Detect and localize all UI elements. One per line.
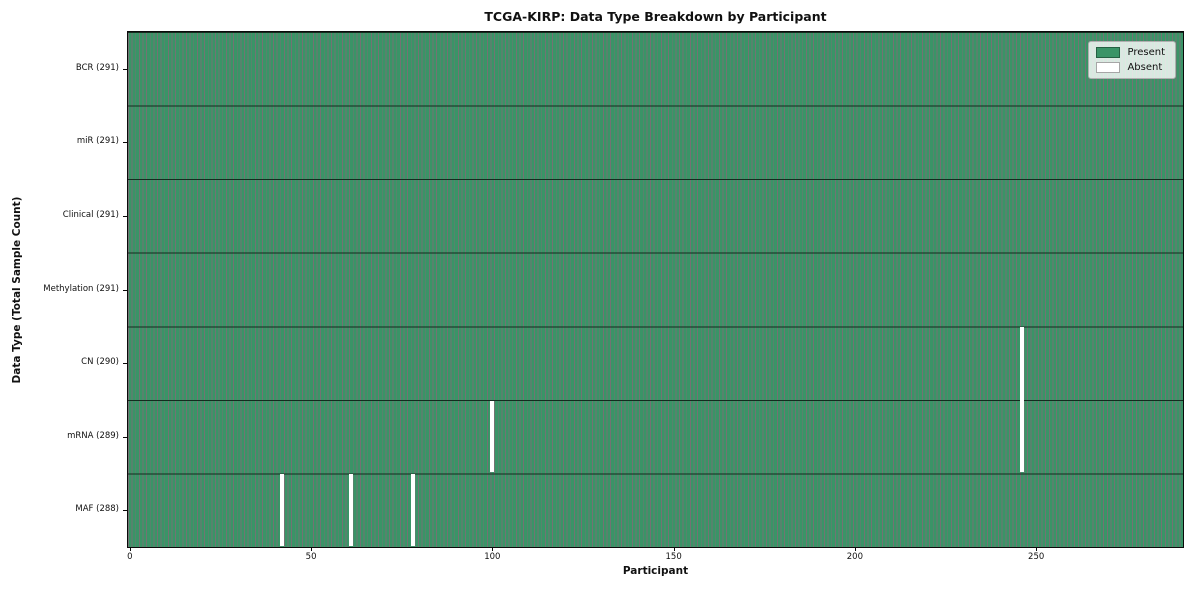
absent-bar-mRNA-100: [490, 400, 495, 473]
absent-bar-mRNA-246: [1019, 398, 1024, 473]
y-tick-label-miR: miR (291): [76, 136, 119, 147]
y-tick-label-BCR: BCR (291): [75, 62, 119, 73]
x-tick-mark-200: [854, 547, 856, 551]
y-tick-label-Clinical: Clinical (291): [62, 209, 119, 220]
absent-bar-CN-246: [1019, 327, 1024, 399]
y-tick-mark-Methylation: [123, 289, 128, 291]
legend-swatch-absent: [1096, 62, 1121, 73]
absent-bar-MAF-78: [410, 474, 415, 546]
chart-title: TCGA-KIRP: Data Type Breakdown by Partic…: [484, 9, 827, 24]
absent-bar-MAF-61: [348, 474, 353, 546]
x-tick-mark-150: [673, 547, 675, 551]
x-tick-label-200: 200: [846, 552, 863, 562]
y-tick-mark-Clinical: [123, 215, 128, 217]
x-tick-label-100: 100: [484, 552, 501, 562]
y-tick-mark-CN: [123, 363, 128, 365]
x-tick-label-0: 0: [127, 552, 133, 562]
x-tick-mark-50: [311, 547, 313, 551]
y-tick-mark-miR: [123, 142, 128, 144]
legend-item-absent: Absent: [1096, 62, 1165, 73]
plot-border: [127, 31, 1184, 548]
legend-swatch-present: [1096, 47, 1121, 58]
x-axis-label: Participant: [622, 565, 689, 577]
x-tick-label-250: 250: [1028, 552, 1045, 562]
y-tick-label-Methylation: Methylation (291): [43, 283, 119, 294]
x-tick-label-50: 50: [305, 552, 317, 562]
x-tick-mark-100: [492, 547, 494, 551]
plot-area: Present Absent: [127, 31, 1184, 548]
y-tick-label-mRNA: mRNA (289): [67, 430, 119, 441]
y-tick-label-CN: CN (290): [81, 357, 119, 368]
legend-label-present: Present: [1127, 47, 1165, 58]
x-tick-mark-250: [1036, 547, 1038, 551]
x-tick-mark-0: [129, 547, 131, 551]
x-tick-label-150: 150: [665, 552, 682, 562]
absent-bar-MAF-42: [280, 474, 285, 546]
legend: Present Absent: [1088, 41, 1176, 79]
legend-item-present: Present: [1096, 47, 1165, 58]
y-tick-mark-MAF: [123, 510, 128, 512]
legend-label-absent: Absent: [1127, 62, 1163, 73]
y-tick-mark-BCR: [123, 68, 128, 70]
y-tick-label-MAF: MAF (288): [75, 504, 119, 515]
y-tick-mark-mRNA: [123, 436, 128, 438]
